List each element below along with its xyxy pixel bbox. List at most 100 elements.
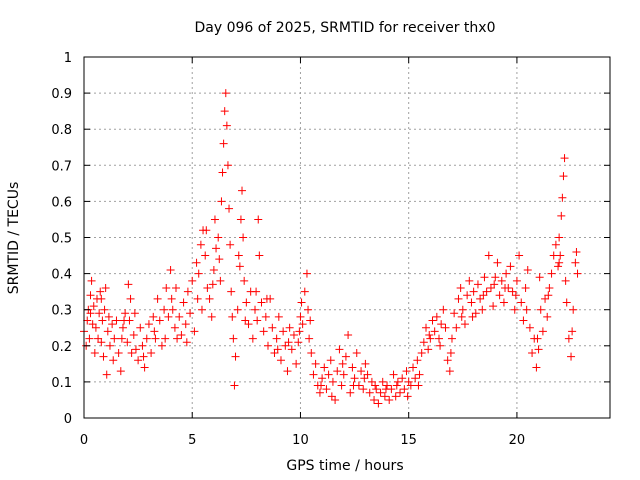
data-point: [465, 276, 474, 285]
data-point: [259, 327, 268, 336]
data-point: [214, 233, 223, 242]
data-point: [298, 320, 307, 329]
data-point: [97, 294, 106, 303]
data-point: [170, 323, 179, 332]
data-point: [215, 255, 224, 264]
data-point: [87, 276, 96, 285]
data-point: [302, 269, 311, 278]
data-point: [357, 367, 366, 376]
data-point: [403, 392, 412, 401]
data-point: [94, 334, 103, 343]
data-point: [327, 392, 336, 401]
y-tick-label: 0: [64, 412, 72, 427]
data-point: [307, 349, 316, 358]
data-point: [123, 338, 132, 347]
data-point: [101, 284, 110, 293]
data-point: [90, 349, 99, 358]
data-point: [150, 327, 159, 336]
data-point: [383, 381, 392, 390]
data-point: [233, 305, 242, 314]
data-point: [190, 327, 199, 336]
data-point: [193, 294, 202, 303]
tick-labels: 00.10.20.30.40.50.60.70.80.910 5 10 15 20: [51, 51, 525, 448]
data-point: [457, 312, 466, 321]
data-point: [519, 316, 528, 325]
data-point: [437, 320, 446, 329]
data-point: [559, 172, 568, 181]
data-point: [495, 291, 504, 300]
data-point: [110, 334, 119, 343]
data-point: [376, 388, 385, 397]
data-point: [289, 330, 298, 339]
data-point: [268, 323, 277, 332]
data-point: [131, 345, 140, 354]
data-points: [80, 89, 582, 408]
data-point: [346, 388, 355, 397]
x-tick-label: 5: [188, 433, 196, 448]
data-point: [104, 312, 113, 321]
data-point: [98, 316, 107, 325]
data-point: [240, 276, 249, 285]
data-point: [188, 276, 197, 285]
data-point: [424, 345, 433, 354]
data-point: [261, 312, 270, 321]
data-point: [183, 287, 192, 296]
data-point: [489, 302, 498, 311]
data-point: [272, 334, 281, 343]
data-point: [227, 287, 236, 296]
data-point: [295, 327, 304, 336]
data-point: [404, 377, 413, 386]
data-point: [556, 251, 565, 260]
data-point: [555, 233, 564, 242]
data-point: [254, 215, 263, 224]
grid: [84, 57, 610, 418]
data-point: [441, 323, 450, 332]
data-point: [476, 294, 485, 303]
data-point: [393, 377, 402, 386]
data-point: [480, 273, 489, 282]
data-point: [413, 356, 422, 365]
data-point: [251, 305, 260, 314]
data-point: [274, 312, 283, 321]
data-point: [511, 291, 520, 300]
data-point: [217, 197, 226, 206]
data-point: [140, 363, 149, 372]
data-point: [202, 226, 211, 235]
data-point: [525, 323, 534, 332]
data-point: [210, 215, 219, 224]
data-point: [402, 367, 411, 376]
data-point: [536, 305, 545, 314]
data-point: [157, 341, 166, 350]
data-point: [311, 359, 320, 368]
y-tick-label: 0.8: [51, 123, 72, 138]
data-point: [361, 359, 370, 368]
data-point: [99, 352, 108, 361]
data-point: [112, 316, 121, 325]
data-point: [222, 121, 231, 130]
chart-title: Day 096 of 2025, SRMTID for receiver thx…: [195, 20, 496, 36]
data-point: [372, 385, 381, 394]
data-point: [309, 370, 318, 379]
data-point: [479, 291, 488, 300]
data-point: [230, 381, 239, 390]
data-point: [219, 139, 228, 148]
data-point: [348, 363, 357, 372]
data-point: [478, 305, 487, 314]
x-tick-label: 15: [400, 433, 417, 448]
data-point: [164, 312, 173, 321]
data-point: [100, 305, 109, 314]
data-point: [175, 312, 184, 321]
data-point: [484, 251, 493, 260]
data-point: [205, 294, 214, 303]
data-point: [231, 352, 240, 361]
data-point: [126, 294, 135, 303]
data-point: [508, 287, 517, 296]
data-point: [400, 385, 409, 394]
data-point: [244, 320, 253, 329]
data-point: [371, 381, 380, 390]
data-point: [85, 334, 94, 343]
data-point: [297, 298, 306, 307]
data-point: [177, 330, 186, 339]
data-point: [306, 316, 315, 325]
